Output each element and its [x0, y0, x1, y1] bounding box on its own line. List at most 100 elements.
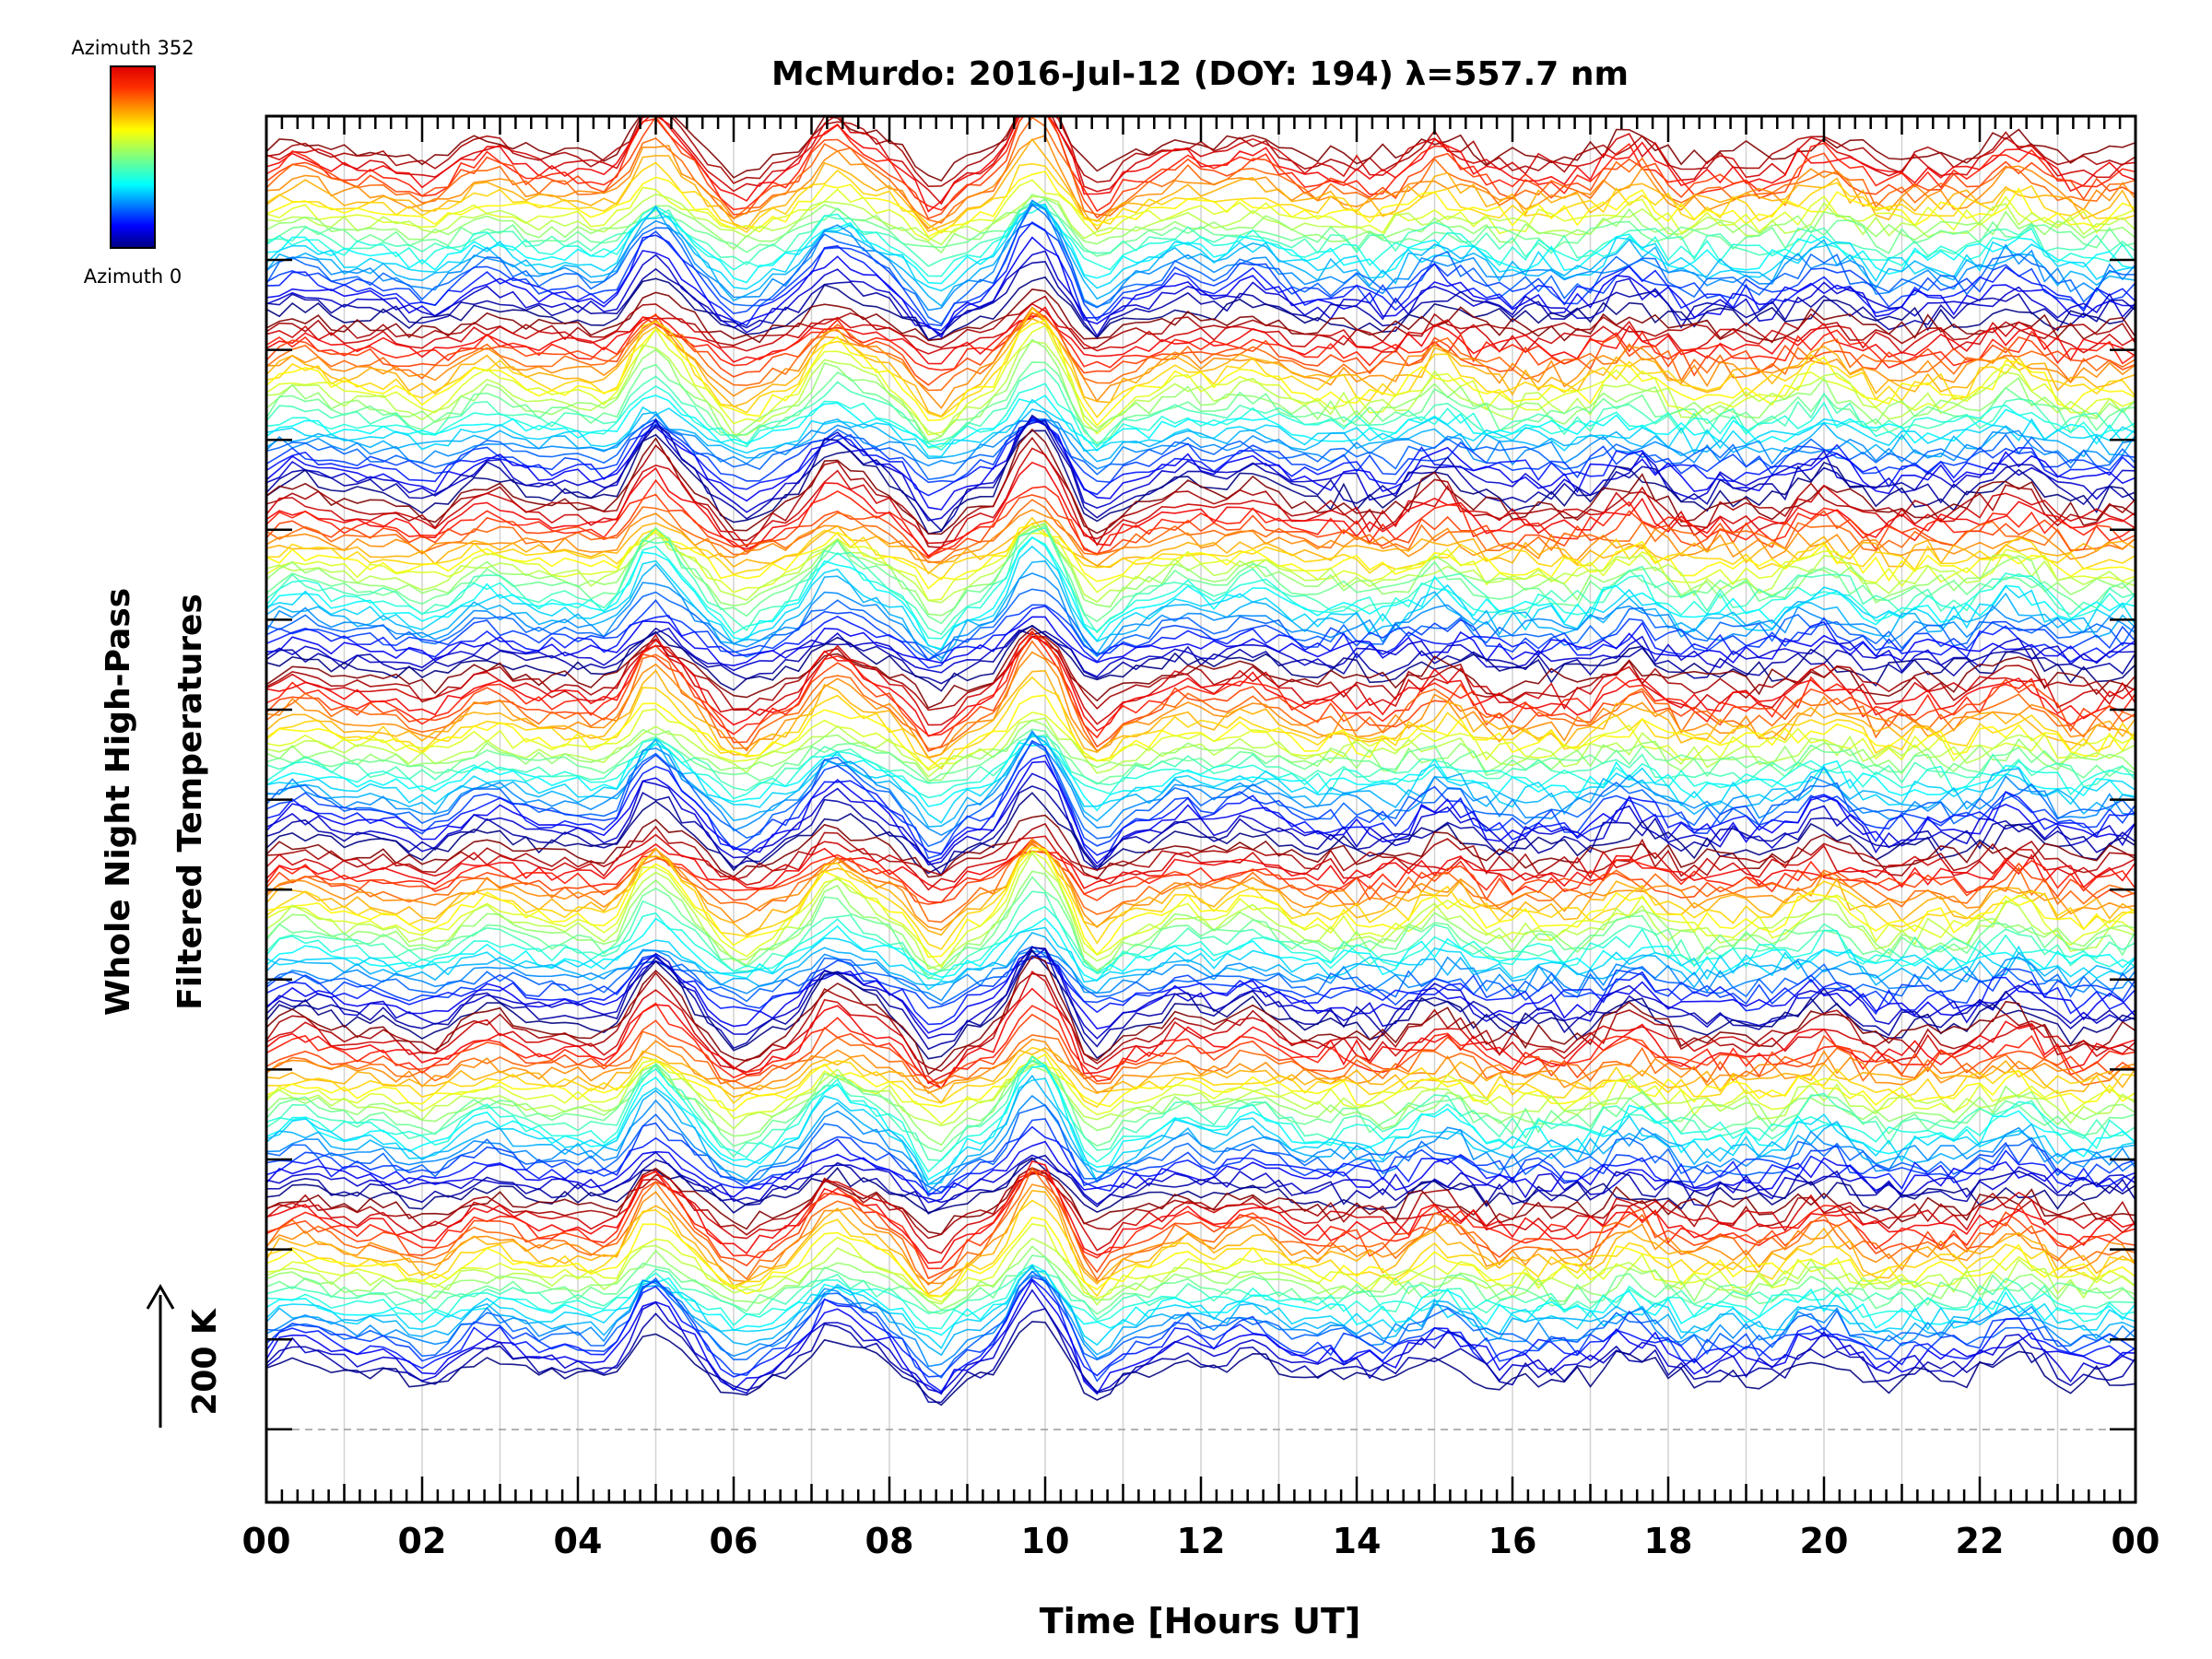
- y-axis-title-line2: Filtered Temperatures: [171, 594, 209, 1010]
- series-line-130: [266, 926, 2136, 991]
- series-line-178: [266, 1217, 2136, 1298]
- series-line-91: [266, 651, 2136, 759]
- series-line-6: [266, 116, 2136, 224]
- series-line-137: [266, 947, 2136, 1040]
- series-line-95: [266, 708, 2136, 771]
- scale-bar: 200 K: [146, 1284, 224, 1428]
- series-line-182: [266, 1254, 2136, 1315]
- x-tick-label: 18: [1644, 1521, 1693, 1561]
- series-line-148: [266, 1047, 2136, 1104]
- series-line-74: [266, 545, 2136, 652]
- series-line-55: [266, 429, 2136, 535]
- series-line-156: [266, 1055, 2136, 1173]
- series-line-72: [266, 536, 2136, 640]
- series-line-128: [266, 905, 2136, 982]
- series-line-50: [266, 419, 2136, 484]
- x-axis-title: Time [Hours UT]: [1040, 1601, 1361, 1641]
- series-line-76: [266, 572, 2136, 663]
- series-line-79: [266, 605, 2136, 669]
- series-line-94: [266, 694, 2136, 770]
- series-line-116: [266, 850, 2136, 904]
- series-line-190: [266, 1276, 2136, 1382]
- series-line-119: [266, 841, 2136, 931]
- series-line-24: [266, 236, 2136, 339]
- series-line-104: [266, 729, 2136, 837]
- series-line-158: [266, 1077, 2136, 1185]
- scale-bar-label: 200 K: [186, 1308, 224, 1416]
- series-line-138: [266, 946, 2136, 1051]
- series-line-46: [266, 398, 2136, 458]
- series-line-80: [266, 616, 2136, 667]
- series-line-33: [266, 312, 2136, 386]
- series-line-61: [266, 493, 2136, 559]
- series-line-59: [266, 461, 2136, 558]
- x-tick-label: 04: [554, 1521, 603, 1561]
- series-line-155: [266, 1059, 2136, 1161]
- series-line-26: [266, 261, 2136, 341]
- series-line-117: [266, 840, 2136, 905]
- series-line-101: [266, 741, 2136, 812]
- series-line-183: [266, 1267, 2136, 1321]
- series-line-167: [266, 1157, 2136, 1214]
- series-line-193: [266, 1288, 2136, 1394]
- colorbar-bottom-label: Azimuth 0: [84, 265, 182, 288]
- y-axis-title-line1: Whole Night High-Pass: [100, 588, 137, 1016]
- series-line-16: [266, 204, 2136, 277]
- series-line-177: [266, 1199, 2136, 1298]
- series-line-107: [266, 754, 2136, 856]
- series-line-66: [266, 524, 2136, 590]
- series-line-97: [266, 719, 2136, 782]
- series-line-96: [266, 717, 2136, 778]
- series-line-71: [266, 526, 2136, 636]
- series-line-32: [266, 315, 2136, 371]
- x-tick-label: 16: [1488, 1521, 1537, 1561]
- colorbar-gradient: [110, 65, 156, 249]
- x-tick-label: 02: [398, 1521, 447, 1561]
- series-line-109: [266, 772, 2136, 868]
- series-line-187: [266, 1264, 2136, 1357]
- series-line-175: [266, 1183, 2136, 1285]
- series-line-162: [266, 1118, 2136, 1197]
- series-line-18: [266, 203, 2136, 292]
- series-line-11: [266, 179, 2136, 241]
- series-line-147: [266, 1038, 2136, 1094]
- series-line-143: [266, 987, 2136, 1089]
- series-line-88: [266, 629, 2136, 739]
- series-line-189: [266, 1270, 2136, 1379]
- series-line-185: [266, 1265, 2136, 1336]
- x-tick-label: 00: [242, 1521, 291, 1561]
- series-line-161: [266, 1104, 2136, 1194]
- series-line-40: [266, 340, 2136, 438]
- series-line-195: [266, 1321, 2136, 1406]
- series-line-111: [266, 792, 2136, 875]
- series-line-127: [266, 890, 2136, 977]
- series-line-150: [266, 1053, 2136, 1112]
- series-line-54: [266, 414, 2136, 532]
- series-line-90: [266, 640, 2136, 753]
- series-line-102: [266, 735, 2136, 824]
- series-line-73: [266, 535, 2136, 650]
- scale-arrow-head: [146, 1284, 175, 1310]
- series-line-98: [266, 728, 2136, 785]
- series-line-151: [266, 1053, 2136, 1125]
- colorbar: Azimuth 352 Azimuth 0: [71, 37, 194, 288]
- x-tick-label: 12: [1177, 1521, 1226, 1561]
- series-line-68: [266, 524, 2136, 604]
- x-tick-labels: 00 02 04 06 08 10 12 14 16 18 20 22 00: [242, 1521, 2160, 1561]
- series-line-41: [266, 338, 2136, 442]
- series-line-140: [266, 955, 2136, 1076]
- series-line-124: [266, 852, 2136, 971]
- x-tick-label: 22: [1956, 1521, 2005, 1561]
- series-line-188: [266, 1274, 2136, 1368]
- series-line-9: [266, 161, 2136, 234]
- series-line-58: [266, 447, 2136, 548]
- x-tick-label: 14: [1333, 1521, 1382, 1561]
- series-line-112: [266, 814, 2136, 880]
- series-line-8: [266, 137, 2136, 232]
- series-line-78: [266, 599, 2136, 662]
- colorbar-top-label: Azimuth 352: [71, 37, 194, 59]
- series-line-163: [266, 1125, 2136, 1195]
- series-line-160: [266, 1094, 2136, 1194]
- series-line-122: [266, 846, 2136, 959]
